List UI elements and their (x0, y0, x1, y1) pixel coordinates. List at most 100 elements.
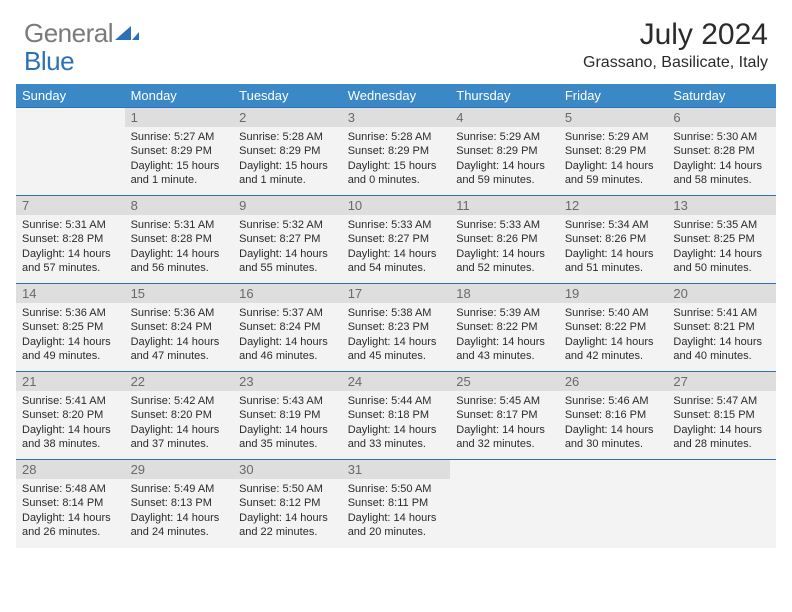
day-body: Sunrise: 5:38 AMSunset: 8:23 PMDaylight:… (342, 303, 451, 367)
day-body: Sunrise: 5:31 AMSunset: 8:28 PMDaylight:… (16, 215, 125, 279)
day-number: 22 (125, 372, 234, 391)
day-number: 12 (559, 196, 668, 215)
sunrise-label: Sunrise: (565, 395, 608, 407)
sunrise-label: Sunrise: (348, 395, 391, 407)
sunrise-value: 5:31 AM (65, 219, 105, 231)
day-body: Sunrise: 5:46 AMSunset: 8:16 PMDaylight:… (559, 391, 668, 455)
sunrise-value: 5:34 AM (608, 219, 648, 231)
col-monday: Monday (125, 84, 234, 108)
day-body: Sunrise: 5:31 AMSunset: 8:28 PMDaylight:… (125, 215, 234, 279)
daylight-label: Daylight: (456, 248, 502, 260)
sunrise-value: 5:41 AM (717, 307, 757, 319)
day-body: Sunrise: 5:42 AMSunset: 8:20 PMDaylight:… (125, 391, 234, 455)
day-cell: 27Sunrise: 5:47 AMSunset: 8:15 PMDayligh… (667, 372, 776, 460)
week-row: 21Sunrise: 5:41 AMSunset: 8:20 PMDayligh… (16, 372, 776, 460)
sunrise-label: Sunrise: (348, 219, 391, 231)
day-number: 27 (667, 372, 776, 391)
sunrise-value: 5:50 AM (283, 483, 323, 495)
day-body: Sunrise: 5:39 AMSunset: 8:22 PMDaylight:… (450, 303, 559, 367)
daylight-label: Daylight: (565, 424, 611, 436)
day-number: 13 (667, 196, 776, 215)
day-body: Sunrise: 5:30 AMSunset: 8:28 PMDaylight:… (667, 127, 776, 191)
sunrise-label: Sunrise: (673, 219, 716, 231)
sunrise-value: 5:38 AM (391, 307, 431, 319)
daylight-label: Daylight: (131, 336, 177, 348)
sunrise-label: Sunrise: (239, 219, 282, 231)
day-cell: 28Sunrise: 5:48 AMSunset: 8:14 PMDayligh… (16, 460, 125, 548)
day-body: Sunrise: 5:41 AMSunset: 8:21 PMDaylight:… (667, 303, 776, 367)
day-cell: 10Sunrise: 5:33 AMSunset: 8:27 PMDayligh… (342, 196, 451, 284)
sunset-label: Sunset: (348, 497, 388, 509)
day-body: Sunrise: 5:29 AMSunset: 8:29 PMDaylight:… (450, 127, 559, 191)
daylight-label: Daylight: (348, 248, 394, 260)
sunset-value: 8:20 PM (62, 409, 103, 421)
sunrise-value: 5:33 AM (391, 219, 431, 231)
sunset-value: 8:20 PM (171, 409, 212, 421)
day-number: 21 (16, 372, 125, 391)
daylight-label: Daylight: (348, 336, 394, 348)
day-cell: 23Sunrise: 5:43 AMSunset: 8:19 PMDayligh… (233, 372, 342, 460)
day-number: 3 (342, 108, 451, 127)
sunrise-label: Sunrise: (456, 219, 499, 231)
sunset-value: 8:12 PM (279, 497, 320, 509)
sunset-value: 8:16 PM (605, 409, 646, 421)
day-body: Sunrise: 5:50 AMSunset: 8:11 PMDaylight:… (342, 479, 451, 543)
day-cell: 20Sunrise: 5:41 AMSunset: 8:21 PMDayligh… (667, 284, 776, 372)
sunrise-value: 5:30 AM (717, 131, 757, 143)
daylight-label: Daylight: (239, 248, 285, 260)
daylight-label: Daylight: (239, 512, 285, 524)
sunrise-value: 5:31 AM (174, 219, 214, 231)
sunset-label: Sunset: (565, 145, 605, 157)
day-cell: 7Sunrise: 5:31 AMSunset: 8:28 PMDaylight… (16, 196, 125, 284)
day-cell: 30Sunrise: 5:50 AMSunset: 8:12 PMDayligh… (233, 460, 342, 548)
day-number: 4 (450, 108, 559, 127)
sunrise-value: 5:44 AM (391, 395, 431, 407)
sunset-label: Sunset: (348, 233, 388, 245)
daylight-label: Daylight: (565, 336, 611, 348)
sunset-value: 8:27 PM (279, 233, 320, 245)
day-cell: 31Sunrise: 5:50 AMSunset: 8:11 PMDayligh… (342, 460, 451, 548)
sunrise-value: 5:28 AM (391, 131, 431, 143)
day-cell: 12Sunrise: 5:34 AMSunset: 8:26 PMDayligh… (559, 196, 668, 284)
sunset-value: 8:29 PM (279, 145, 320, 157)
sunset-label: Sunset: (22, 409, 62, 421)
daylight-label: Daylight: (348, 512, 394, 524)
day-cell: 26Sunrise: 5:46 AMSunset: 8:16 PMDayligh… (559, 372, 668, 460)
sunset-value: 8:11 PM (388, 497, 428, 509)
day-cell: 17Sunrise: 5:38 AMSunset: 8:23 PMDayligh… (342, 284, 451, 372)
day-body: Sunrise: 5:36 AMSunset: 8:25 PMDaylight:… (16, 303, 125, 367)
sunset-label: Sunset: (456, 145, 496, 157)
week-row: 28Sunrise: 5:48 AMSunset: 8:14 PMDayligh… (16, 460, 776, 548)
sunrise-value: 5:35 AM (717, 219, 757, 231)
sunset-label: Sunset: (239, 321, 279, 333)
sunrise-label: Sunrise: (565, 219, 608, 231)
day-cell: 1Sunrise: 5:27 AMSunset: 8:29 PMDaylight… (125, 108, 234, 196)
logo-text-general: General (24, 18, 113, 49)
sunrise-value: 5:29 AM (500, 131, 540, 143)
sunset-label: Sunset: (22, 233, 62, 245)
daylight-label: Daylight: (239, 160, 285, 172)
sunset-value: 8:24 PM (171, 321, 212, 333)
col-tuesday: Tuesday (233, 84, 342, 108)
sunrise-label: Sunrise: (239, 131, 282, 143)
daylight-label: Daylight: (22, 424, 68, 436)
sunrise-value: 5:33 AM (500, 219, 540, 231)
sunrise-label: Sunrise: (673, 395, 716, 407)
sunrise-label: Sunrise: (131, 395, 174, 407)
col-friday: Friday (559, 84, 668, 108)
sunset-label: Sunset: (673, 409, 713, 421)
daylight-label: Daylight: (456, 424, 502, 436)
day-number: 23 (233, 372, 342, 391)
day-cell: 25Sunrise: 5:45 AMSunset: 8:17 PMDayligh… (450, 372, 559, 460)
day-body: Sunrise: 5:50 AMSunset: 8:12 PMDaylight:… (233, 479, 342, 543)
sunset-value: 8:22 PM (497, 321, 538, 333)
day-cell (667, 460, 776, 548)
daylight-label: Daylight: (456, 336, 502, 348)
sunrise-label: Sunrise: (239, 307, 282, 319)
day-number: 7 (16, 196, 125, 215)
sunset-value: 8:22 PM (605, 321, 646, 333)
daylight-label: Daylight: (456, 160, 502, 172)
sunrise-label: Sunrise: (131, 131, 174, 143)
sunrise-label: Sunrise: (456, 131, 499, 143)
day-body: Sunrise: 5:35 AMSunset: 8:25 PMDaylight:… (667, 215, 776, 279)
